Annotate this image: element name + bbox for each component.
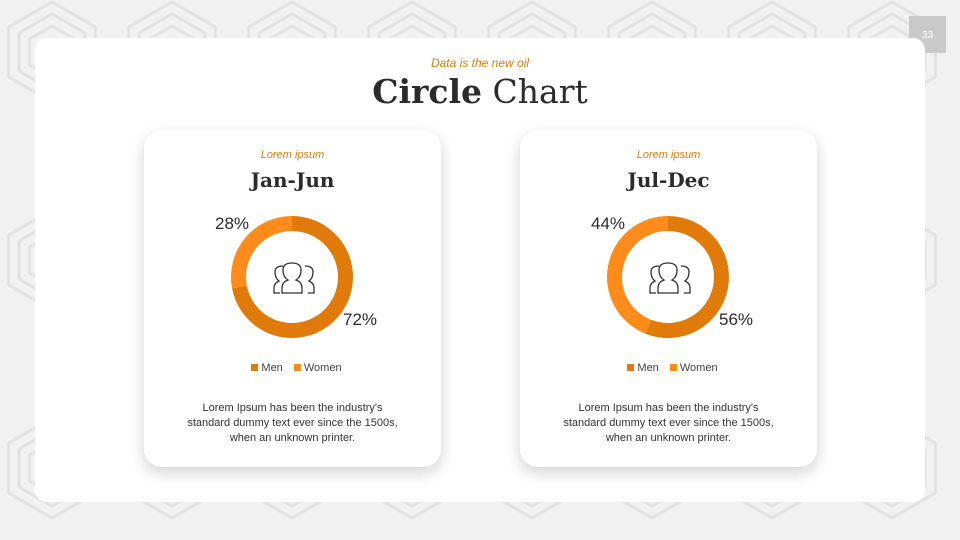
- users-group-icon: [273, 262, 315, 294]
- slide-title: Circle Chart: [0, 72, 960, 111]
- donut-chart: 72% 28%: [215, 214, 377, 338]
- card-title: Jan-Jun: [250, 168, 335, 192]
- chart-legend: Men Women: [520, 362, 817, 374]
- legend-swatch-men: [627, 364, 635, 371]
- data-label-men: 72%: [343, 310, 377, 329]
- legend-label-men: Men: [637, 362, 659, 374]
- legend-label-women: Women: [679, 362, 718, 374]
- title-bold: Circle: [372, 72, 483, 111]
- legend-swatch-men: [251, 364, 259, 371]
- legend-swatch-women: [669, 364, 677, 371]
- donut-chart: 56% 44%: [591, 214, 753, 338]
- data-label-women: 28%: [215, 214, 249, 233]
- chart-card-1: Lorem ipsum Jul-Dec 56% 44% Men Women Lor…: [520, 130, 817, 467]
- donut-slice-women: [606, 216, 668, 334]
- slide-subtitle: Data is the new oil: [430, 56, 530, 70]
- legend-swatch-women: [293, 364, 301, 371]
- legend-label-women: Women: [303, 362, 342, 374]
- card-description: Lorem Ipsum has been the industry's stan…: [187, 402, 398, 444]
- legend-label-men: Men: [261, 362, 283, 374]
- card-title: Jul-Dec: [627, 168, 710, 192]
- users-group-icon: [649, 262, 691, 294]
- donut-slice-women: [230, 216, 292, 289]
- donut-slice-men: [645, 216, 729, 338]
- chart-legend: Men Women: [144, 362, 441, 374]
- data-label-women: 44%: [591, 214, 625, 233]
- chart-card-0: Lorem ipsum Jan-Jun 72% 28% Men Women Lor…: [144, 130, 441, 467]
- title-rest: Chart: [492, 72, 588, 111]
- data-label-men: 56%: [719, 310, 753, 329]
- card-label: Lorem ipsum: [636, 149, 701, 161]
- card-description: Lorem Ipsum has been the industry's stan…: [563, 402, 774, 444]
- card-label: Lorem ipsum: [260, 149, 325, 161]
